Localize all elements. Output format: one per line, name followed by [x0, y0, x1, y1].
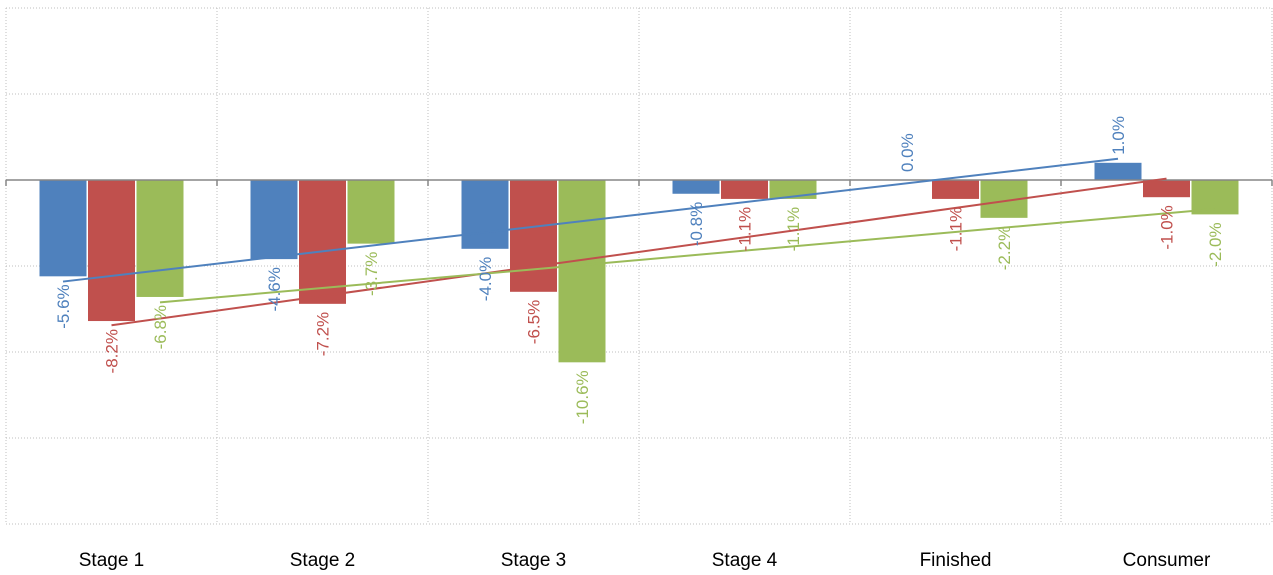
bar: [347, 180, 395, 244]
bar: [136, 180, 184, 297]
bar: [299, 180, 346, 304]
data-label: 1.0%: [1109, 116, 1128, 155]
bar: [1094, 162, 1142, 180]
bar: [672, 180, 720, 194]
data-label: -6.8%: [151, 305, 170, 349]
category-label: Consumer: [1123, 550, 1211, 571]
data-label: -7.2%: [314, 312, 333, 356]
data-label: -2.0%: [1206, 222, 1225, 266]
bar: [932, 180, 979, 199]
data-label: -3.7%: [362, 252, 381, 296]
bar: [558, 180, 606, 363]
trendline: [62, 157, 1119, 283]
bar: [721, 180, 768, 199]
data-label: -2.2%: [995, 226, 1014, 270]
category-label: Finished: [920, 550, 992, 571]
data-label: -1.1%: [736, 207, 755, 251]
category-label: Stage 3: [501, 550, 567, 571]
bar: [88, 180, 135, 322]
data-label: -0.8%: [687, 202, 706, 246]
trendline: [159, 207, 1216, 304]
bar: [250, 180, 298, 260]
bar: [510, 180, 557, 292]
category-label: Stage 1: [79, 550, 145, 571]
data-label: -4.6%: [265, 267, 284, 311]
bar: [1143, 180, 1190, 198]
data-label: -6.5%: [525, 300, 544, 344]
data-label: -1.1%: [947, 207, 966, 251]
bar: [461, 180, 509, 249]
data-label: -1.1%: [784, 207, 803, 251]
data-label: 0.0%: [898, 133, 917, 172]
category-label: Stage 4: [712, 550, 778, 571]
data-label: -10.6%: [573, 370, 592, 424]
data-label: -4.0%: [476, 257, 495, 301]
bar: [39, 180, 87, 277]
category-label: Stage 2: [290, 550, 356, 571]
data-label: -1.0%: [1158, 205, 1177, 249]
bar: [1191, 180, 1239, 215]
data-label: -8.2%: [103, 329, 122, 373]
trendline: [111, 177, 1167, 327]
data-label: -5.6%: [54, 284, 73, 328]
